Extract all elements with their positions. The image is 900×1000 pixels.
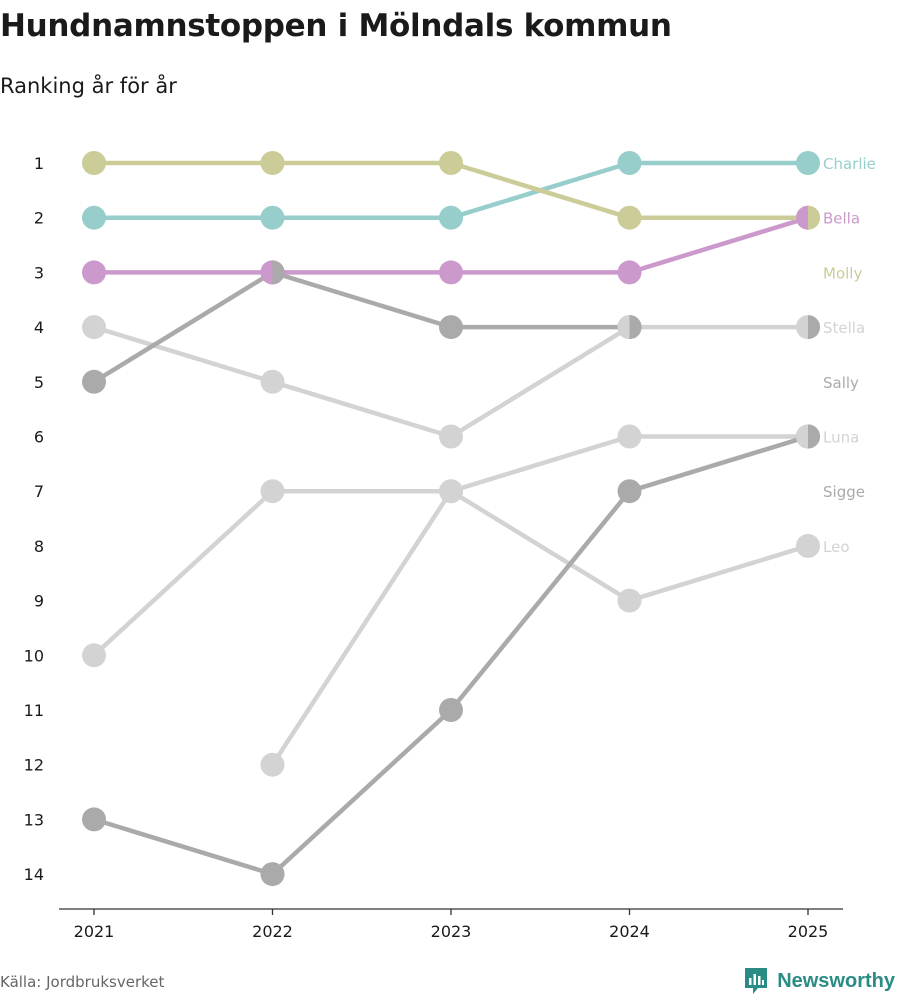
- half-dot-left-bella-2025: [796, 205, 808, 230]
- end-labels: Charlie Bella Molly Stella Sally Luna Sigge Leo: [823, 155, 876, 556]
- dot-molly-2024: [617, 205, 642, 230]
- dot-luna-2024: [617, 424, 642, 449]
- end-label-molly: Molly: [823, 264, 862, 282]
- end-label-sigge: Sigge: [823, 483, 865, 501]
- dot-molly-2023: [439, 151, 463, 175]
- dot-leo-2024: [617, 588, 642, 613]
- chart-subtitle: Ranking år för år: [0, 74, 177, 98]
- dot-sally-2021: [82, 369, 106, 394]
- y-tick-label-10: 10: [24, 646, 44, 665]
- dot-charlie-2021: [82, 205, 106, 230]
- y-tick-label-6: 6: [34, 428, 44, 447]
- dot-sigge-2023: [439, 698, 463, 722]
- line-stella: [91, 324, 811, 439]
- dot-stella-2021: [82, 315, 106, 340]
- dot-charlie-2022: [260, 205, 285, 230]
- newsworthy-logo-icon: [745, 968, 768, 994]
- x-tick-label-2024: 2024: [609, 922, 650, 941]
- end-label-sally: Sally: [823, 374, 859, 392]
- dot-stella-2022: [260, 369, 285, 394]
- x-tick-label-2022: 2022: [252, 922, 293, 941]
- half-dot-left-stella-2024: [617, 315, 630, 340]
- dot-sigge-2021: [82, 807, 106, 832]
- dot-stella-2023: [439, 424, 463, 449]
- dot-luna-2021: [82, 643, 106, 668]
- dot-leo-2025: [796, 533, 820, 558]
- dot-bella-2021: [82, 260, 106, 285]
- dot-bella-2023: [439, 260, 463, 285]
- x-tick-label-2023: 2023: [431, 922, 472, 941]
- half-dot-left-stella-2025: [796, 315, 808, 340]
- line-sally: [91, 270, 632, 385]
- dot-sigge-2022: [260, 862, 285, 887]
- dot-luna-2022: [260, 479, 285, 504]
- dot-charlie-2024: [617, 151, 642, 175]
- series-dots: [82, 151, 820, 887]
- half-dot-right-bella-2025: [808, 205, 820, 230]
- x-tick-label-2025: 2025: [788, 922, 829, 941]
- chart-title: Hundnamnstoppen i Mölndals kommun: [0, 8, 672, 44]
- half-dot-right-stella-2024: [629, 315, 642, 340]
- y-tick-label-4: 4: [34, 318, 44, 337]
- y-tick-label-14: 14: [24, 865, 44, 884]
- dot-molly-2021: [82, 151, 106, 175]
- end-label-bella: Bella: [823, 210, 860, 228]
- half-dot-left-luna-2025: [796, 424, 808, 449]
- x-tick-label-2021: 2021: [74, 922, 115, 941]
- y-tick-label-1: 1: [34, 154, 44, 173]
- y-tick-label-7: 7: [34, 482, 44, 501]
- source-note: Källa: Jordbruksverket: [0, 973, 165, 991]
- dot-leo-2023: [439, 479, 463, 504]
- brand-name: Newsworthy: [777, 969, 895, 992]
- dot-sigge-2024: [617, 479, 642, 504]
- newsworthy-brand[interactable]: Newsworthy: [743, 966, 895, 996]
- y-tick-label-12: 12: [24, 756, 44, 775]
- half-dot-left-bella-2022: [260, 260, 273, 285]
- dot-sally-2023: [439, 315, 463, 340]
- dot-molly-2022: [260, 151, 285, 175]
- y-tick-label-13: 13: [24, 810, 44, 829]
- line-leo: [270, 488, 811, 767]
- end-label-charlie: Charlie: [823, 155, 876, 173]
- dot-bella-2024: [617, 260, 642, 285]
- end-label-stella: Stella: [823, 319, 865, 337]
- y-tick-label-9: 9: [34, 592, 44, 611]
- y-tick-label-8: 8: [34, 537, 44, 556]
- y-tick-label-5: 5: [34, 373, 44, 392]
- dot-charlie-2025: [796, 151, 820, 175]
- dot-leo-2022: [260, 752, 285, 777]
- half-dot-right-stella-2025: [808, 315, 820, 340]
- y-tick-label-3: 3: [34, 263, 44, 282]
- dot-charlie-2023: [439, 205, 463, 230]
- y-tick-label-11: 11: [24, 701, 44, 720]
- half-dot-right-luna-2025: [808, 424, 820, 449]
- y-tick-label-2: 2: [34, 209, 44, 228]
- end-label-leo: Leo: [823, 538, 850, 556]
- end-label-luna: Luna: [823, 429, 859, 447]
- half-dot-right-bella-2022: [272, 260, 285, 285]
